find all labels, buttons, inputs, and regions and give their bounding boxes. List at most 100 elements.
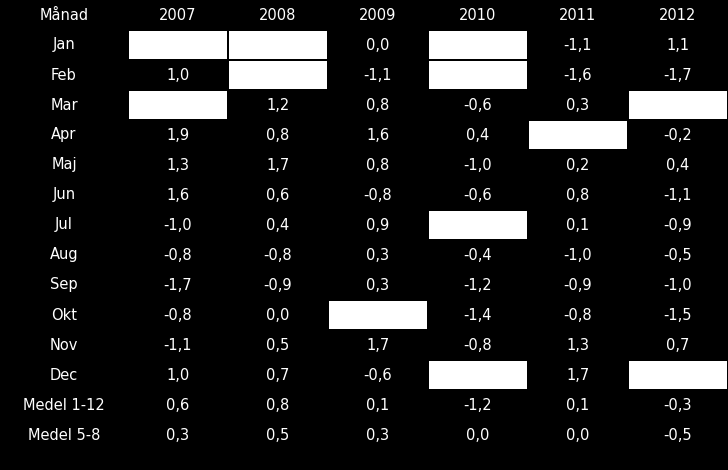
Bar [629,181,727,209]
Bar [429,121,527,149]
Bar [629,241,727,269]
Bar [1,61,127,89]
Text: Jun: Jun [52,188,76,203]
Bar [129,241,227,269]
Text: 0,8: 0,8 [266,398,290,413]
Text: 1,3: 1,3 [566,337,590,352]
Text: 1,6: 1,6 [167,188,189,203]
Bar [329,331,427,359]
Text: 0,4: 0,4 [266,218,290,233]
Bar [629,301,727,329]
Bar [129,31,227,59]
Text: 0,5: 0,5 [266,337,290,352]
Text: -1,2: -1,2 [464,277,492,292]
Text: 2010: 2010 [459,8,496,23]
Text: 2009: 2009 [360,8,397,23]
Bar [529,331,627,359]
Text: 0,4: 0,4 [666,157,689,172]
Bar [429,91,527,119]
Bar [529,151,627,179]
Bar [529,31,627,59]
Text: -1,1: -1,1 [164,337,192,352]
Bar [229,361,327,389]
Bar [129,61,227,89]
Bar [229,121,327,149]
Text: Månad: Månad [39,8,89,23]
Bar [429,271,527,299]
Text: -1,0: -1,0 [563,248,593,263]
Bar [1,91,127,119]
Text: -1,6: -1,6 [563,68,593,83]
Bar [229,301,327,329]
Text: 2012: 2012 [660,8,697,23]
Text: Medel 1-12: Medel 1-12 [23,398,105,413]
Text: 1,0: 1,0 [167,368,189,383]
Text: Jan: Jan [52,38,76,53]
Bar [1,241,127,269]
Bar [329,91,427,119]
Text: -0,9: -0,9 [664,218,692,233]
Bar [329,61,427,89]
Bar [129,1,227,29]
Text: Apr: Apr [51,127,76,142]
Text: 0,4: 0,4 [467,127,490,142]
Text: 0,8: 0,8 [366,97,389,112]
Text: 0,3: 0,3 [167,428,189,442]
Text: Mar: Mar [50,97,78,112]
Bar [329,31,427,59]
Bar [129,181,227,209]
Text: Okt: Okt [51,307,77,322]
Text: 0,3: 0,3 [566,97,590,112]
Bar [629,421,727,449]
Bar [529,61,627,89]
Bar [629,271,727,299]
Bar [429,301,527,329]
Text: Feb: Feb [51,68,77,83]
Bar [429,181,527,209]
Bar [429,421,527,449]
Text: Nov: Nov [50,337,78,352]
Text: -0,8: -0,8 [264,248,293,263]
Text: -0,8: -0,8 [464,337,492,352]
Text: -0,6: -0,6 [464,188,492,203]
Bar [1,421,127,449]
Bar [1,211,127,239]
Text: -0,8: -0,8 [164,307,192,322]
Bar [529,421,627,449]
Text: Sep: Sep [50,277,78,292]
Text: Aug: Aug [50,248,79,263]
Bar [329,421,427,449]
Bar [1,361,127,389]
Bar [129,301,227,329]
Bar [229,1,327,29]
Text: 1,6: 1,6 [366,127,389,142]
Text: 2007: 2007 [159,8,197,23]
Text: 2008: 2008 [259,8,297,23]
Bar [629,211,727,239]
Bar [629,361,727,389]
Text: 0,8: 0,8 [366,157,389,172]
Text: 0,8: 0,8 [266,127,290,142]
Bar [529,391,627,419]
Text: -0,8: -0,8 [164,248,192,263]
Bar [629,391,727,419]
Bar [1,121,127,149]
Text: -0,5: -0,5 [664,428,692,442]
Text: Medel 5-8: Medel 5-8 [28,428,100,442]
Bar [329,151,427,179]
Bar [229,421,327,449]
Bar [329,361,427,389]
Text: 0,7: 0,7 [666,337,689,352]
Bar [229,391,327,419]
Text: -1,7: -1,7 [164,277,192,292]
Bar [1,1,127,29]
Text: 1,9: 1,9 [167,127,189,142]
Bar [429,1,527,29]
Text: 0,2: 0,2 [566,157,590,172]
Text: 0,1: 0,1 [566,398,590,413]
Bar [1,331,127,359]
Bar [629,121,727,149]
Text: 1,7: 1,7 [366,337,389,352]
Bar [329,241,427,269]
Bar [529,271,627,299]
